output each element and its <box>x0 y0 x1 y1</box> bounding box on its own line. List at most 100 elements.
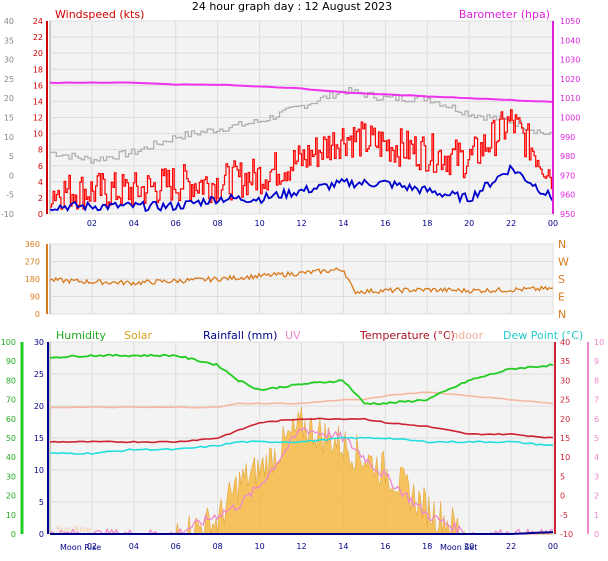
barometer-tick: 1040 <box>560 36 580 45</box>
temperature-label: Temperature (°C) <box>359 329 455 342</box>
x-tick-label: 08 <box>213 542 223 551</box>
wind-outer-tick: 15 <box>4 114 14 123</box>
temperature-tick: 0 <box>560 492 565 501</box>
barometer-tick: 1050 <box>560 17 580 26</box>
uv-tick: 10 <box>594 338 604 347</box>
moon-set-label: Moon Set <box>440 543 477 552</box>
temperature-line <box>49 417 554 444</box>
compass-label: W <box>558 256 569 269</box>
x-tick-label: 00 <box>548 542 558 551</box>
wind-outer-tick: 10 <box>4 133 14 142</box>
wind-outer-tick: 20 <box>4 94 14 103</box>
uv-tick: 9 <box>594 357 599 366</box>
grey-wind-line <box>50 87 554 164</box>
humidity-tick: 90 <box>6 357 16 366</box>
windspeed-tick: 22 <box>33 33 43 42</box>
x-tick-label: 10 <box>254 219 264 228</box>
sun-rise-label: Sun Rise <box>56 525 91 534</box>
humidity-tick: 60 <box>6 415 16 424</box>
uv-tick: 3 <box>594 472 599 481</box>
windspeed-tick: 0 <box>38 210 43 219</box>
wind-outer-tick: -10 <box>1 210 14 219</box>
wind-outer-tick: 35 <box>4 36 14 45</box>
windspeed-label: Windspeed (kts) <box>55 8 144 21</box>
x-tick-label: 18 <box>422 542 432 551</box>
wind-outer-tick: 5 <box>9 152 14 161</box>
x-tick-label: 08 <box>213 219 223 228</box>
wind-series <box>49 81 554 213</box>
humidity-tick: 70 <box>6 396 16 405</box>
moon-rise-label: Moon Rise <box>60 543 101 552</box>
direction-tick: 0 <box>35 310 40 319</box>
rainfall-tick: 20 <box>34 402 44 411</box>
humidity-tick: 40 <box>6 453 16 462</box>
x-tick-label: 04 <box>129 219 139 228</box>
x-tick-label: 12 <box>296 542 306 551</box>
compass-label: S <box>558 273 565 286</box>
uv-tick: 5 <box>594 434 599 443</box>
rainfall-line <box>50 531 554 535</box>
dew-point-label: Dew Point (°C) <box>503 329 583 342</box>
environment-series <box>49 353 554 536</box>
x-tick-label: 14 <box>338 219 348 228</box>
humidity-label: Humidity <box>56 329 106 342</box>
wind-outer-tick: 25 <box>4 75 14 84</box>
rainfall-tick: 5 <box>39 498 44 507</box>
wind-outer-tick: 0 <box>9 171 14 180</box>
x-tick-label: 16 <box>380 219 390 228</box>
direction-series <box>49 267 554 295</box>
x-tick-label: 00 <box>548 219 558 228</box>
temperature-tick: -5 <box>560 511 568 520</box>
x-tick-label: 18 <box>422 219 432 228</box>
wind-outer-tick: -5 <box>6 191 14 200</box>
rainfall-tick: 25 <box>34 370 44 379</box>
x-tick-label: 14 <box>338 542 348 551</box>
x-tick-label: 10 <box>254 542 264 551</box>
humidity-tick: 80 <box>6 376 16 385</box>
rainfall-tick: 0 <box>39 530 44 539</box>
barometer-tick: 970 <box>560 171 575 180</box>
barometer-label: Barometer (hpa) <box>459 8 550 21</box>
x-tick-label: 06 <box>171 542 181 551</box>
temperature-tick: 25 <box>560 396 570 405</box>
uv-tick: 2 <box>594 492 599 501</box>
humidity-tick: 10 <box>6 511 16 520</box>
humidity-line <box>49 353 554 406</box>
rainfall-tick: 30 <box>34 338 44 347</box>
windspeed-tick: 6 <box>38 162 43 171</box>
barometer-tick: 950 <box>560 210 575 219</box>
x-tick-label: 20 <box>464 542 474 551</box>
temperature-tick: -10 <box>560 530 573 539</box>
windspeed-tick: 14 <box>33 97 43 106</box>
temperature-tick: 15 <box>560 434 570 443</box>
windspeed-line <box>50 109 554 210</box>
windspeed-tick: 20 <box>33 49 43 58</box>
humidity-tick: 20 <box>6 492 16 501</box>
x-tick-label: 06 <box>171 219 181 228</box>
uv-tick: 8 <box>594 376 599 385</box>
temperature-tick: 35 <box>560 357 570 366</box>
uv-tick: 1 <box>594 511 599 520</box>
barometer-tick: 1010 <box>560 94 580 103</box>
humidity-tick: 50 <box>6 434 16 443</box>
temperature-tick: 20 <box>560 415 570 424</box>
barometer-line <box>49 81 554 103</box>
uv-label: UV <box>285 329 301 342</box>
rainfall-tick: 15 <box>34 434 44 443</box>
direction-tick: 90 <box>30 293 40 302</box>
windspeed-tick: 4 <box>38 178 43 187</box>
uv-tick: 7 <box>594 396 599 405</box>
windspeed-tick: 24 <box>33 17 43 26</box>
compass-label: N <box>558 308 566 321</box>
x-tick-label: 20 <box>464 219 474 228</box>
barometer-tick: 1020 <box>560 75 580 84</box>
compass-label: N <box>558 238 566 251</box>
solar-label: Solar <box>124 329 153 342</box>
x-tick-label: 16 <box>380 542 390 551</box>
x-tick-label: 22 <box>506 219 516 228</box>
humidity-tick: 100 <box>1 338 16 347</box>
barometer-tick: 1030 <box>560 56 580 65</box>
x-tick-label: 02 <box>87 542 97 551</box>
